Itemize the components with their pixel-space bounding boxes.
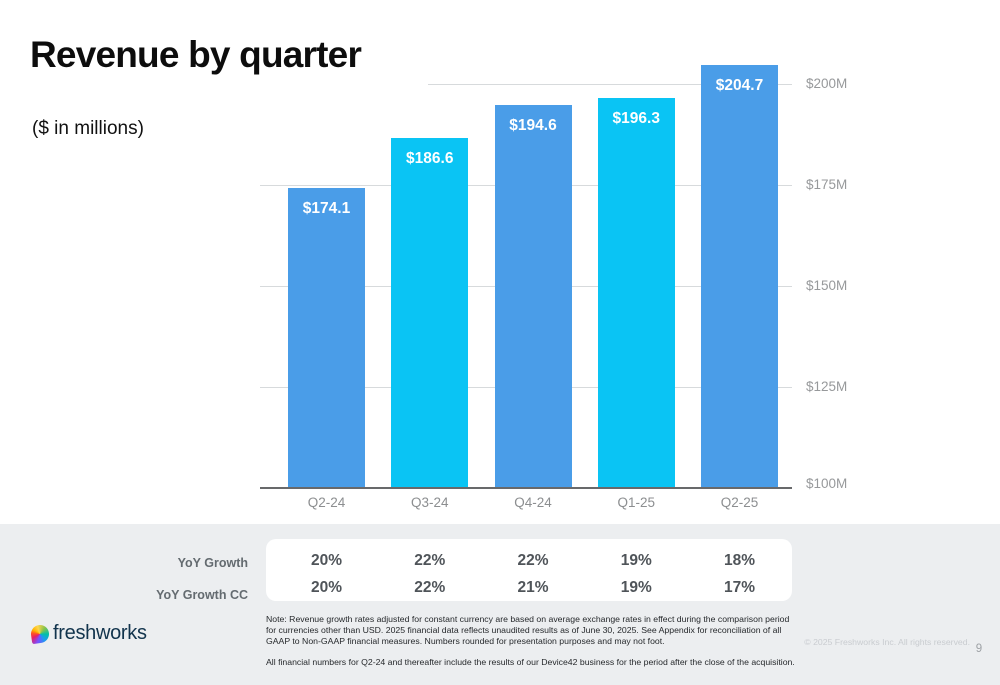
- bar-Q1-25: $196.3: [597, 98, 675, 488]
- title-box: Revenue by quarter: [30, 34, 428, 90]
- growth-value: 21%: [517, 579, 549, 596]
- growth-value: 19%: [620, 579, 652, 596]
- bar-value-label: $174.1: [302, 200, 351, 218]
- footnote-paragraph: All financial numbers for Q2-24 and ther…: [266, 657, 795, 667]
- x-axis-tick-label: Q1-25: [617, 495, 656, 510]
- growth-value: 18%: [723, 552, 756, 569]
- yoy-growth-cc-label: YoY Growth CC: [156, 588, 248, 602]
- footnote-paragraph: Note: Revenue growth rates adjusted for …: [266, 614, 790, 646]
- bar-value-label: $194.6: [509, 117, 557, 135]
- chart-units-subtitle: ($ in millions): [32, 118, 144, 139]
- x-axis-tick-label: Q3-24: [410, 495, 449, 510]
- x-axis-tick-label: Q2-25: [720, 495, 759, 510]
- growth-value: 22%: [414, 579, 446, 596]
- x-axis-tick-label: Q2-24: [307, 495, 346, 510]
- bar-Q2-25: $204.7: [701, 64, 778, 488]
- growth-value: 17%: [723, 579, 756, 596]
- footnotes: Note: Revenue growth rates adjusted for …: [266, 614, 796, 668]
- x-axis-line: [260, 486, 792, 489]
- growth-value: 20%: [310, 552, 343, 569]
- gridline: [260, 83, 792, 85]
- growth-value: 20%: [310, 579, 343, 596]
- freshworks-logo-icon: [29, 623, 51, 644]
- y-axis-tick-label: $125M: [806, 378, 848, 394]
- growth-table-card: 20% 22% 22% 19% 18% 20% 22% 21% 19% 17%: [266, 539, 792, 601]
- bar-value-label: $186.6: [406, 149, 454, 167]
- yoy-growth-label: YoY Growth: [177, 556, 248, 570]
- footer-band: YoY Growth YoY Growth CC 20% 22% 22% 19% 18%…: [0, 524, 1000, 685]
- y-axis-tick-label: $200M: [806, 75, 848, 91]
- bar-Q4-24: $194.6: [494, 105, 572, 488]
- bar-value-label: $196.3: [612, 110, 660, 128]
- growth-value: 22%: [517, 552, 549, 569]
- freshworks-logo: freshworks: [29, 622, 147, 645]
- bar-Q3-24: $186.6: [391, 137, 469, 488]
- freshworks-logo-text: freshworks: [53, 622, 147, 644]
- page-title: Revenue by quarter: [30, 34, 362, 75]
- x-axis-tick-label: Q4-24: [514, 495, 552, 510]
- bar-value-label: $204.7: [715, 76, 764, 94]
- y-axis-tick-label: $100M: [806, 475, 848, 491]
- page-number: 9: [975, 643, 983, 655]
- bar-Q2-24: $174.1: [288, 188, 365, 488]
- growth-value: 19%: [620, 552, 652, 569]
- growth-value: 22%: [414, 552, 446, 569]
- y-axis-tick-label: $150M: [806, 277, 848, 293]
- copyright-text: © 2025 Freshworks Inc. All rights reserv…: [804, 637, 970, 647]
- y-axis-tick-label: $175M: [806, 176, 848, 192]
